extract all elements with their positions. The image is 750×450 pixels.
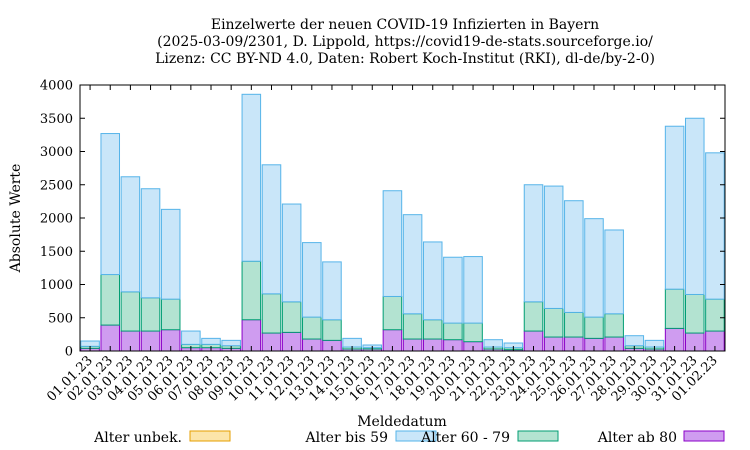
bar-03.01.23-alterbis59: [120, 176, 141, 293]
bar-05.01.23-alter60-79: [160, 298, 181, 331]
bar-03.01.23-alter60-79: [120, 291, 141, 332]
y-tick-label: 2000: [40, 212, 73, 227]
bar-23.01.23-alter60-79: [523, 301, 544, 332]
bar-24.01.23-alterbis59: [543, 185, 564, 309]
legend-label: Alter bis 59: [304, 430, 388, 446]
legend-label: Alter unbek.: [93, 430, 182, 446]
legend-label: Alter 60 - 79: [420, 430, 510, 446]
y-axis: 0 500 1000 1500 2000 2500 3000 3500 4000: [40, 79, 725, 360]
bar-16.01.23-alterbis59: [382, 190, 403, 297]
bar-19.01.23-alterbis59: [443, 256, 463, 324]
y-tick-label: 500: [48, 311, 73, 326]
bar-10.01.23-alter60-79: [261, 293, 282, 334]
bar-26.01.23-alterbis59: [584, 218, 604, 318]
legend-swatch: [683, 430, 725, 442]
bar-24.01.23-alter60-79: [543, 307, 564, 338]
y-tick-label: 3000: [40, 145, 73, 160]
bar-20.01.23-alter60-79: [463, 322, 483, 343]
bar-27.01.23-alter60-79: [604, 313, 624, 338]
bar-19.01.23-alter60-79: [443, 322, 463, 341]
chart-title-line-1: Einzelwerte der neuen COVID-19 Infiziert…: [211, 17, 599, 33]
bar-12.01.23-alter60-79: [302, 316, 322, 340]
bar-17.01.23-alterbis59: [402, 214, 423, 315]
bar-04.01.23-alter60-79: [140, 297, 161, 332]
legend-swatch: [189, 430, 231, 442]
bar-25.01.23-alter60-79: [564, 311, 584, 338]
bar-28.01.23-alterbis59: [624, 335, 645, 347]
bars: [80, 93, 725, 352]
legend-swatch: [517, 430, 559, 442]
y-tick-label: 3500: [40, 112, 73, 127]
bar-08.01.23-alterbis59: [221, 339, 241, 347]
bar-02.01.23-alterbis59: [100, 133, 121, 276]
x-axis-label: Meldedatum: [357, 414, 447, 430]
chart-title-line-3: Lizenz: CC BY-ND 4.0, Daten: Robert Koch…: [155, 51, 655, 67]
chart-title: Einzelwerte der neuen COVID-19 Infiziert…: [155, 17, 655, 67]
bar-10.01.23-alterbis59: [261, 164, 282, 295]
bar-01.01.23-alterbis59: [80, 340, 100, 347]
bar-02.01.23-alter60-79: [100, 274, 121, 326]
bar-13.01.23-alterbis59: [322, 261, 342, 321]
bar-25.01.23-alterbis59: [564, 200, 584, 313]
bar-30.01.23-alter60-79: [664, 288, 685, 329]
legend: Alter unbek. Alter bis 59 Alter 60 - 79 Alt…: [93, 430, 725, 446]
bar-01.02.23-alter60-79: [705, 298, 725, 332]
bar-11.01.23-alterbis59: [281, 203, 302, 303]
y-tick-label: 2500: [40, 178, 73, 193]
bar-07.01.23-alterbis59: [201, 337, 221, 345]
bar-11.01.23-alter60-79: [281, 301, 302, 333]
bar-31.01.23-alter60-79: [684, 293, 705, 334]
bar-12.01.23-alterbis59: [302, 242, 322, 318]
bar-13.01.23-alter60-79: [322, 319, 342, 341]
bar-26.01.23-alter60-79: [584, 316, 604, 339]
bar-14.01.23-alterbis59: [342, 337, 362, 348]
bar-06.01.23-alterbis59: [181, 330, 201, 345]
bar-18.01.23-alterbis59: [422, 241, 443, 321]
y-tick-label: 1500: [40, 245, 73, 260]
plot-frame: [79, 84, 726, 352]
legend-swatch: [395, 430, 437, 442]
y-tick-label: 0: [65, 345, 73, 360]
bar-09.01.23-alterbis59: [241, 93, 262, 262]
bar-17.01.23-alter60-79: [402, 313, 423, 340]
bar-05.01.23-alterbis59: [160, 208, 181, 300]
legend-label: Alter ab 80: [597, 430, 677, 446]
bar-23.01.23-alterbis59: [523, 184, 544, 303]
bar-18.01.23-alter60-79: [422, 319, 443, 340]
bar-16.01.23-alter60-79: [382, 295, 403, 331]
bar-04.01.23-alterbis59: [140, 188, 161, 299]
x-axis: 01.01.2302.01.2303.01.2304.01.2305.01.23…: [44, 85, 721, 405]
bar-09.01.23-alter60-79: [241, 260, 262, 321]
bar-01.02.23-alterbis59: [705, 152, 725, 300]
y-axis-label: Absolute Werte: [8, 164, 24, 274]
bar-30.01.23-alterbis59: [664, 125, 685, 290]
bar-31.01.23-alterbis59: [684, 117, 705, 295]
y-tick-label: 1000: [40, 278, 73, 293]
bar-27.01.23-alterbis59: [604, 229, 624, 315]
y-tick-label: 4000: [40, 79, 73, 94]
bar-21.01.23-alterbis59: [483, 339, 503, 348]
bar-20.01.23-alterbis59: [463, 256, 483, 324]
chart-title-line-2: (2025-03-09/2301, D. Lippold, https://co…: [157, 34, 653, 50]
